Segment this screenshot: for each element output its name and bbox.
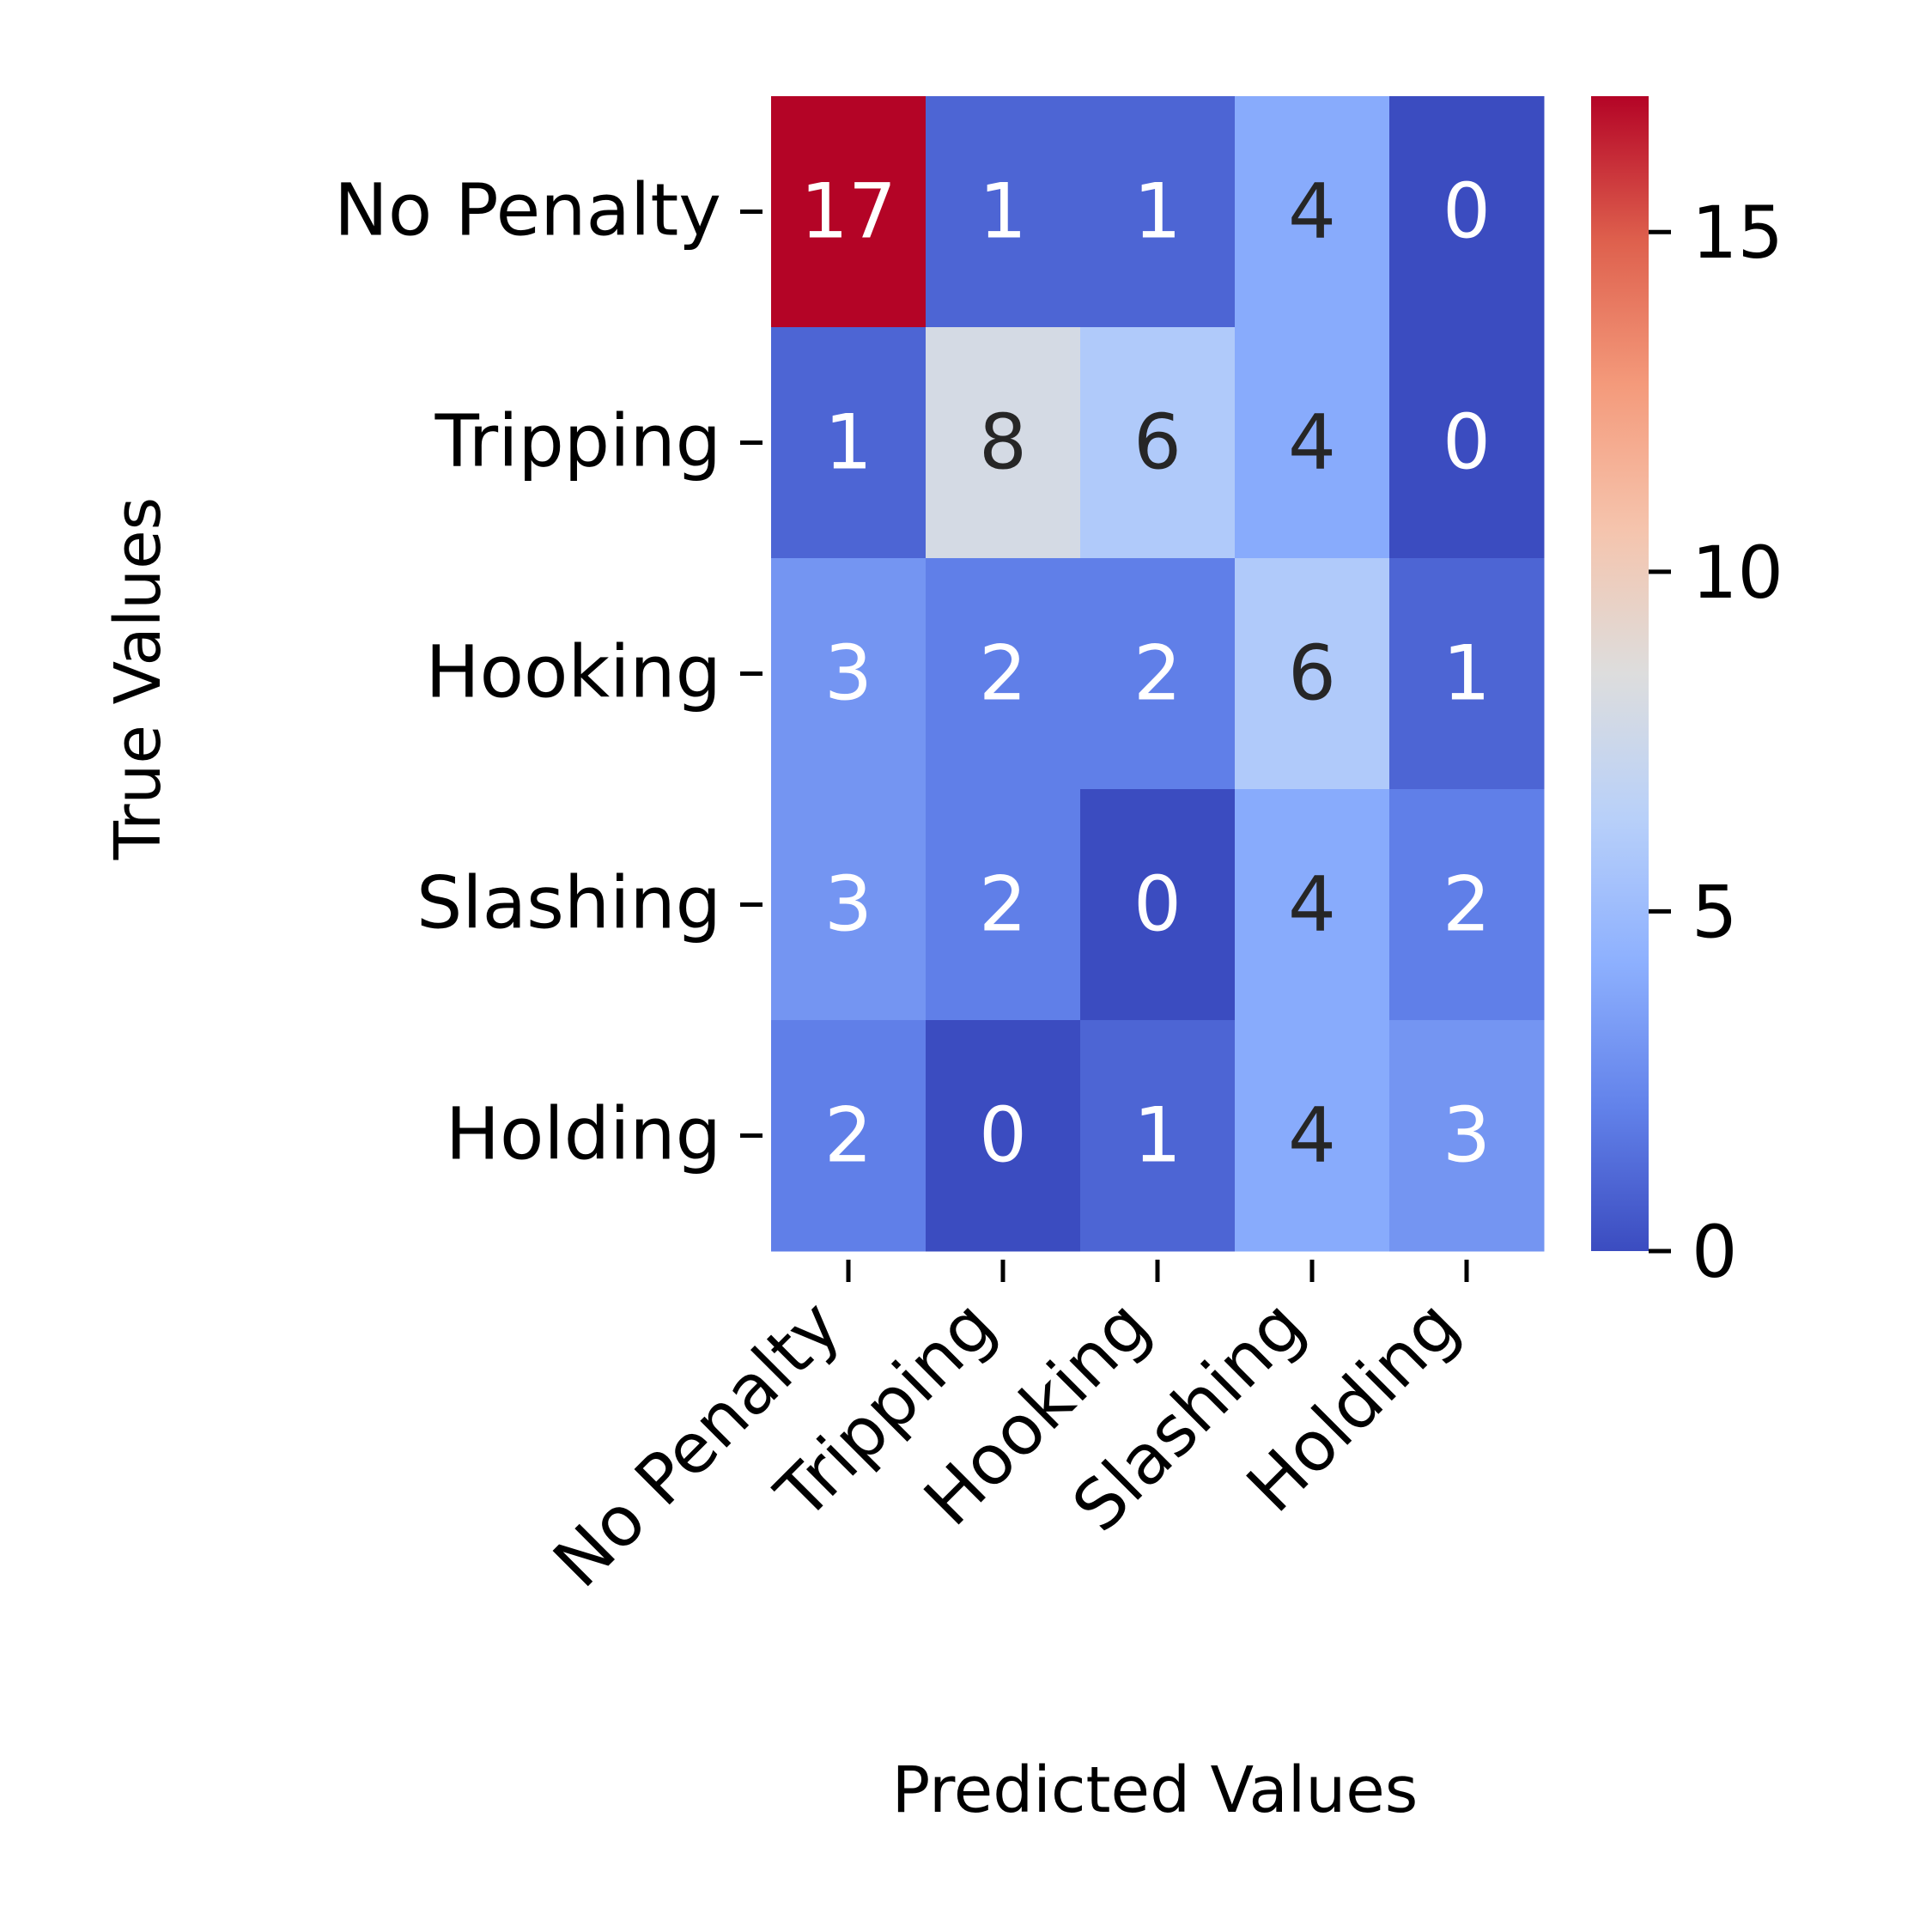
cell-value-label: 2 — [979, 629, 1027, 718]
heatmap-cell — [1389, 789, 1545, 1021]
y-tick-label: Tripping — [434, 399, 721, 483]
cell-value-label: 3 — [824, 860, 872, 949]
heatmap-cell — [1389, 558, 1545, 790]
heatmap-cell — [1235, 96, 1390, 328]
x-axis-title: Predicted Values — [892, 1753, 1419, 1827]
heatmap-cell — [1235, 789, 1390, 1021]
colorbar: 0 5 10 15 — [1591, 96, 1783, 1294]
heatmap-cell — [926, 558, 1081, 790]
heatmap-cell — [1080, 558, 1236, 790]
cell-value-label: 2 — [1443, 860, 1491, 949]
heatmap-cell — [771, 96, 927, 328]
y-tick-label: Hooking — [426, 630, 722, 714]
colorbar-tick-label: 15 — [1692, 191, 1783, 275]
heatmap-cell — [1080, 789, 1236, 1021]
heatmap-cell — [1235, 558, 1390, 790]
cell-value-label: 6 — [1133, 398, 1182, 487]
cell-value-label: 3 — [824, 629, 872, 718]
cell-value-label: 2 — [824, 1091, 872, 1180]
heatmap-cell — [771, 558, 927, 790]
cell-value-label: 4 — [1288, 167, 1336, 256]
heatmap-cell-labels: 17 1 1 4 0 1 8 6 4 0 3 2 2 6 1 3 2 0 4 2 2 0 1 4 3 — [800, 167, 1491, 1180]
heatmap-cell — [1080, 327, 1236, 559]
cell-value-label: 6 — [1288, 629, 1336, 718]
cell-value-label: 2 — [1133, 629, 1182, 718]
cell-value-label: 0 — [1133, 860, 1182, 949]
cell-value-label: 2 — [979, 860, 1027, 949]
cell-value-label: 4 — [1288, 1091, 1336, 1180]
cell-value-label: 0 — [1443, 167, 1491, 256]
heatmap-cell — [1389, 327, 1545, 559]
heatmap-cell — [1080, 1020, 1236, 1252]
colorbar-tick-label: 5 — [1692, 870, 1737, 954]
colorbar-tick-label: 0 — [1692, 1210, 1737, 1294]
heatmap-cell — [1235, 327, 1390, 559]
heatmap-cell — [771, 327, 927, 559]
cell-value-label: 1 — [824, 398, 872, 487]
y-tick-label: Holding — [446, 1092, 721, 1176]
cell-value-label: 17 — [800, 167, 896, 256]
heatmap-cell — [771, 789, 927, 1021]
cell-value-label: 0 — [979, 1091, 1027, 1180]
heatmap-cell — [1389, 96, 1545, 328]
y-tick-label: No Penalty — [334, 168, 721, 252]
colorbar-tick-label: 10 — [1692, 531, 1783, 615]
cell-value-label: 1 — [1443, 629, 1491, 718]
cell-value-label: 8 — [979, 398, 1027, 487]
heatmap-cell — [771, 1020, 927, 1252]
heatmap-cell — [926, 327, 1081, 559]
colorbar-gradient — [1591, 96, 1649, 1251]
heatmap-cell — [926, 1020, 1081, 1252]
heatmap-cell — [926, 96, 1081, 328]
heatmap-cell — [1080, 96, 1236, 328]
cell-value-label: 0 — [1443, 398, 1491, 487]
cell-value-label: 4 — [1288, 860, 1336, 949]
y-tick-label: Slashing — [416, 861, 721, 945]
heatmap-cells — [771, 96, 1545, 1252]
y-axis-title: True Values — [101, 497, 175, 860]
heatmap-cell — [1235, 1020, 1390, 1252]
heatmap-cell — [926, 789, 1081, 1021]
cell-value-label: 1 — [1133, 167, 1182, 256]
y-axis: No Penalty Tripping Hooking Slashing Holding — [334, 168, 762, 1176]
cell-value-label: 1 — [979, 167, 1027, 256]
heatmap-cell — [1389, 1020, 1545, 1252]
cell-value-label: 4 — [1288, 398, 1336, 487]
cell-value-label: 3 — [1443, 1091, 1491, 1180]
cell-value-label: 1 — [1133, 1091, 1182, 1180]
